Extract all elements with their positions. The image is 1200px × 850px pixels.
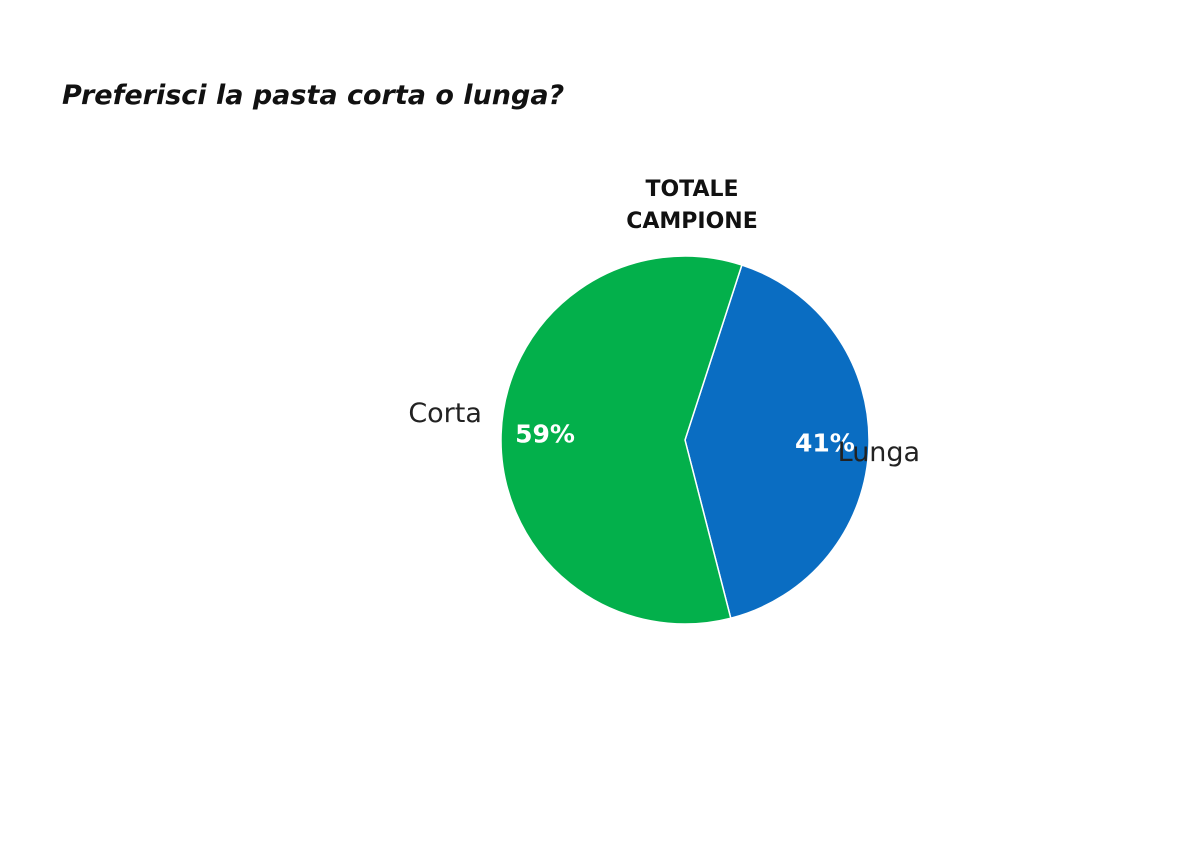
pie-category-label-corta: Corta <box>408 398 482 429</box>
pie-slice-lunga <box>684 264 870 620</box>
pie-slice-corta <box>500 255 743 625</box>
chart-title-line-2: CAMPIONE <box>626 209 758 234</box>
pie-value-label-lunga: 41% <box>795 428 855 457</box>
question-title: Preferisci la pasta corta o lunga? <box>62 80 565 111</box>
chart-title-line-1: TOTALE <box>645 177 739 202</box>
pie-value-label-corta: 59% <box>515 420 575 449</box>
chart-title: TOTALE CAMPIONE <box>592 174 792 238</box>
pie-category-label-lunga: Lunga <box>838 437 920 468</box>
